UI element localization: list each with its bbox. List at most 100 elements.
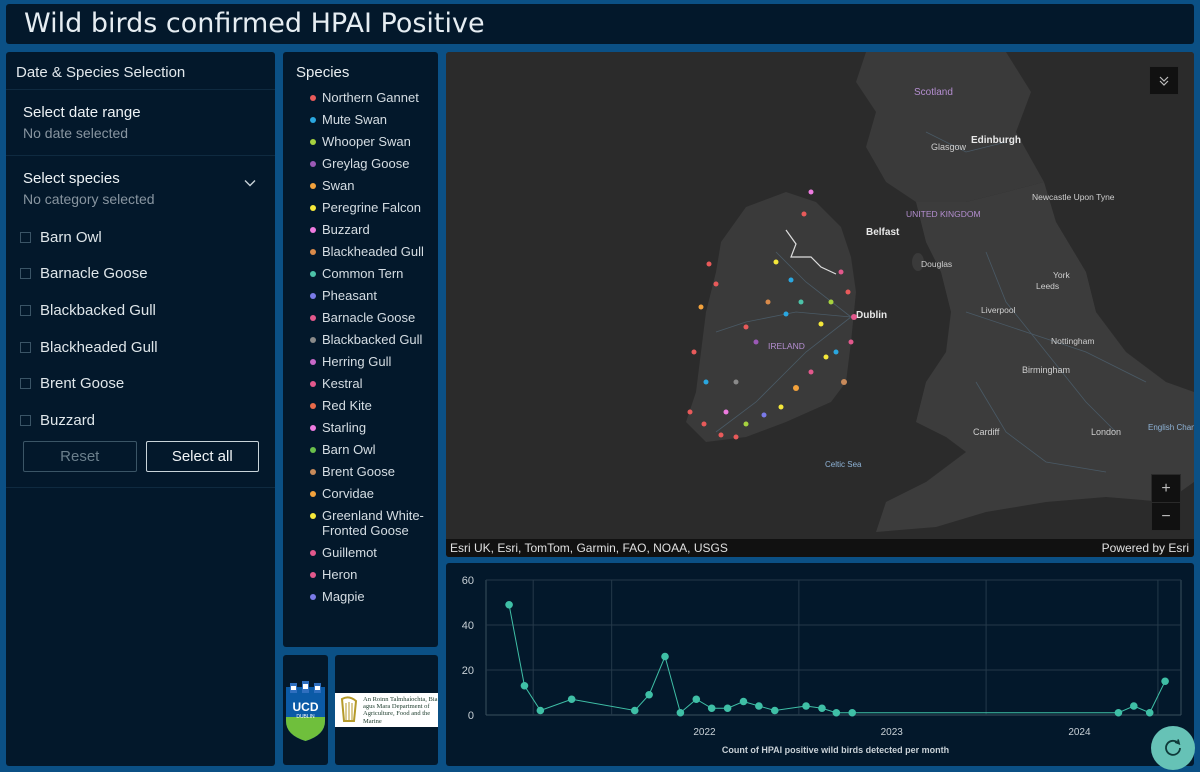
legend-item: Kestral <box>309 372 438 394</box>
bird-point <box>761 412 767 418</box>
chevron-down-icon[interactable] <box>243 176 257 190</box>
data-point <box>818 704 826 713</box>
checkbox[interactable] <box>20 268 31 280</box>
svg-text:IRELAND: IRELAND <box>768 341 805 351</box>
legend-dot-icon <box>310 469 316 475</box>
bird-point <box>793 385 799 391</box>
checkbox[interactable] <box>20 414 31 426</box>
data-point <box>723 704 732 713</box>
bird-point <box>783 311 789 317</box>
species-option[interactable]: Barnacle Goose <box>6 256 275 293</box>
ucd-logo-subtext: DUBLIN <box>296 714 315 720</box>
species-option-label: Barnacle Goose <box>40 265 148 283</box>
expand-icon[interactable] <box>1149 66 1179 95</box>
species-select-value: No category selected <box>23 191 155 207</box>
refresh-button[interactable] <box>1151 726 1195 770</box>
legend-dot-icon <box>310 95 316 101</box>
legend-item: Corvidae <box>309 482 438 504</box>
species-selector[interactable]: Select species No category selected <box>6 156 275 207</box>
line-chart[interactable]: 0 20 40 60 2022 2023 2024 Count of HPAI positiv… <box>446 563 1194 766</box>
bird-point <box>778 404 784 410</box>
bird-point <box>773 259 779 265</box>
legend-item: Greylag Goose <box>309 152 438 174</box>
date-range-label: Select date range <box>23 104 141 121</box>
zoom-out-button[interactable]: − <box>1151 502 1181 531</box>
legend-item: Peregrine Falcon <box>309 196 438 218</box>
checkbox[interactable] <box>20 231 31 243</box>
legend-dot-icon <box>310 249 316 255</box>
svg-text:Glasgow: Glasgow <box>931 142 967 152</box>
legend-dot-icon <box>310 381 316 387</box>
legend-dot-icon <box>310 205 316 211</box>
data-point <box>1114 708 1123 717</box>
legend-dot-icon <box>310 139 316 145</box>
department-logo: An Roinn Talmhaíochta, Bia agus Mara Dep… <box>335 693 438 727</box>
species-select-label: Select species <box>23 170 120 187</box>
y-tick-label: 40 <box>462 620 474 632</box>
bird-point <box>706 261 712 267</box>
legend-dot-icon <box>310 513 316 519</box>
map-canvas[interactable]: Scotland Edinburgh Glasgow Newcastle Upo… <box>446 52 1194 557</box>
legend-label: Whooper Swan <box>322 133 411 149</box>
svg-text:Birmingham: Birmingham <box>1022 365 1070 375</box>
legend-label: Heron <box>322 566 358 582</box>
legend-item: Guillemot <box>309 541 438 563</box>
species-option[interactable]: Barn Owl <box>6 219 275 256</box>
legend-label: Swan <box>322 177 355 193</box>
data-point <box>505 600 513 609</box>
data-point <box>707 704 716 713</box>
chart-panel: 0 20 40 60 2022 2023 2024 Count of HPAI positiv… <box>446 563 1194 766</box>
species-option[interactable]: Blackbacked Gull <box>6 292 275 329</box>
species-legend-panel[interactable]: Species Northern Gannet Mute Swan Whooper … <box>283 52 438 647</box>
bird-point <box>733 434 739 440</box>
legend-title: Species <box>296 64 350 81</box>
zoom-in-button[interactable]: + <box>1151 474 1181 503</box>
bird-point <box>788 277 794 283</box>
bird-point <box>718 432 724 438</box>
legend-dot-icon <box>310 594 316 600</box>
reset-button[interactable]: Reset <box>23 440 137 472</box>
checkbox[interactable] <box>20 304 31 316</box>
date-range-selector[interactable]: Select date range No date selected <box>6 90 275 156</box>
legend-label: Barnacle Goose <box>322 309 416 325</box>
powered-by-text[interactable]: Powered by Esri <box>1101 541 1189 555</box>
svg-text:London: London <box>1091 427 1121 437</box>
select-all-button[interactable]: Select all <box>145 440 259 472</box>
bird-point <box>733 379 739 385</box>
divider <box>6 486 275 488</box>
y-tick-label: 20 <box>462 665 474 677</box>
svg-text:Newcastle Upon Tyne: Newcastle Upon Tyne <box>1032 192 1115 202</box>
checkbox[interactable] <box>20 378 31 390</box>
bird-point <box>841 379 847 385</box>
y-tick-label: 0 <box>468 710 474 722</box>
legend-label: Pheasant <box>322 287 377 303</box>
species-option[interactable]: Brent Goose <box>6 365 275 402</box>
bird-point <box>845 289 851 295</box>
bird-point <box>703 379 709 385</box>
map-view[interactable]: Scotland Edinburgh Glasgow Newcastle Upo… <box>446 52 1194 557</box>
legend-dot-icon <box>310 293 316 299</box>
species-option[interactable]: Blackheaded Gull <box>6 329 275 366</box>
legend-item: Mute Swan <box>309 108 438 130</box>
legend-label: Herring Gull <box>322 353 392 369</box>
checkbox[interactable] <box>20 341 31 353</box>
legend-item: Herring Gull <box>309 350 438 372</box>
filter-panel: Date & Species Selection Select date ran… <box>6 52 275 766</box>
data-point <box>661 652 669 661</box>
legend-item: Northern Gannet <box>309 86 438 108</box>
ucd-logo-panel: UCD DUBLIN <box>283 655 328 765</box>
svg-text:Dublin: Dublin <box>856 310 887 321</box>
species-option-label: Barn Owl <box>40 228 102 246</box>
legend-label: Northern Gannet <box>322 89 419 105</box>
bird-point <box>801 211 807 217</box>
data-point <box>802 702 810 710</box>
species-option[interactable]: Buzzard <box>6 402 275 439</box>
bird-point <box>753 339 759 345</box>
svg-text:Leeds: Leeds <box>1036 281 1059 291</box>
bird-point <box>808 369 814 375</box>
landmass-great-britain <box>876 182 1194 532</box>
bird-point <box>691 349 697 355</box>
bird-point <box>851 314 857 320</box>
legend-label: Guillemot <box>322 544 377 560</box>
legend-label: Peregrine Falcon <box>322 199 421 215</box>
